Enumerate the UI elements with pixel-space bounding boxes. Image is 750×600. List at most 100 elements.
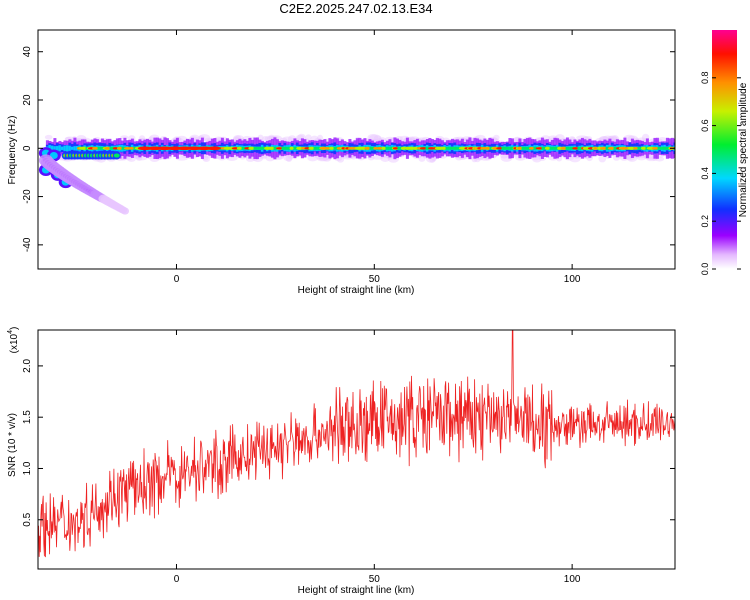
heatmap-hotspot: [308, 146, 315, 150]
x-tick-label: 50: [369, 274, 381, 285]
heatmap-halo-blob: [626, 155, 638, 162]
heatmap-hotspot: [289, 146, 294, 150]
heatmap-hotspot: [607, 146, 616, 150]
heatmap-halo-blob: [627, 135, 638, 142]
heatmap-peak: [112, 147, 119, 150]
heatmap-hotspot: [381, 146, 386, 150]
heatmap-peak: [147, 146, 162, 151]
heatmap-hotspot: [413, 146, 418, 150]
heatmap-core: [65, 145, 69, 152]
heatmap-halo-blob: [369, 134, 382, 143]
heatmap-hotspot: [640, 146, 647, 150]
heatmap-hotspot: [560, 146, 567, 150]
heatmap-hotspot: [593, 146, 598, 150]
heatmap-x-label: Height of straight line (km): [298, 285, 415, 296]
colorbar: 0.0 0.2 0.4 0.6 0.8 Normalized spectral ampl…: [700, 30, 749, 275]
colorbar-ticks: 0.0 0.2 0.4 0.6 0.8: [700, 72, 741, 276]
heatmap-ridge: [565, 146, 570, 150]
heatmap-halo-blob: [202, 155, 211, 162]
snr-y-label: SNR (10 * v/v): [7, 413, 18, 477]
heatmap-halo-blob: [318, 156, 328, 161]
heatmap-ridge: [313, 146, 318, 150]
heatmap-hotspot: [296, 146, 303, 150]
x-tick-label: 100: [564, 574, 581, 585]
heatmap-hotspot: [517, 146, 522, 150]
snr-x-label: Height of straight line (km): [298, 585, 415, 596]
x-tick-label: 0: [174, 574, 180, 585]
colorbar-gradient: [712, 30, 737, 269]
heatmap-ridge: [549, 146, 554, 150]
heatmap-peak: [419, 147, 428, 150]
heatmap-x-ticks: 0 50 100: [174, 30, 581, 285]
heatmap-halo-blob: [493, 134, 500, 141]
heatmap-halo-blob: [372, 155, 384, 160]
heatmap-halo-blob: [44, 134, 53, 140]
heatmap-core: [55, 146, 59, 151]
y-tick-label: -20: [22, 189, 33, 204]
heatmap-ridge: [281, 146, 286, 150]
snr-x-ticks: 0 50 100: [174, 330, 581, 585]
heatmap-ridge: [389, 146, 394, 150]
heatmap-frame: [37, 29, 676, 270]
heatmap-halo-blob: [598, 136, 609, 142]
heatmap-halo-blob: [576, 135, 589, 141]
heatmap-core: [68, 145, 72, 151]
heatmap-hotspot: [364, 146, 371, 150]
heatmap-ridge: [261, 146, 266, 150]
heatmap-core: [60, 146, 64, 150]
heatmap-peak: [197, 146, 212, 151]
colorbar-tick-label: 0.2: [700, 215, 710, 228]
heatmap-ridge: [533, 146, 538, 150]
heatmap-halo-blob: [380, 155, 391, 162]
heatmap-ridge: [521, 146, 526, 150]
x-tick-label: 0: [174, 274, 180, 285]
heatmap-halo-blob: [125, 155, 133, 161]
heatmap-hotspot: [400, 146, 407, 150]
heatmap-layer: [38, 133, 675, 215]
y-tick-label: -40: [22, 237, 33, 252]
heatmap-hotspot: [528, 146, 535, 150]
heatmap-hotspot: [128, 146, 135, 150]
heatmap-hotspot: [324, 146, 331, 150]
heatmap-hotspot: [236, 146, 243, 150]
heatmap-peak: [157, 146, 172, 151]
heatmap-peak: [496, 147, 503, 150]
heatmap-ridge: [253, 146, 258, 150]
heatmap-ridge: [661, 146, 666, 150]
heatmap-halo-blob: [569, 154, 581, 163]
heatmap-ridge: [637, 146, 642, 150]
heatmap-ridge: [121, 146, 126, 150]
y-tick-label: 0: [22, 145, 33, 151]
heatmap-hotspot: [376, 146, 384, 150]
scale-prefix: (x10: [9, 333, 20, 353]
x-tick-label: 100: [564, 274, 581, 285]
heatmap-hotspot: [651, 146, 660, 150]
heatmap-ridge: [509, 146, 514, 150]
heatmap-hotspot: [544, 146, 551, 150]
heatmap-core: [63, 145, 67, 151]
heatmap-peak: [275, 147, 284, 150]
heatmap-hotspot: [329, 146, 334, 150]
heatmap-ridge: [445, 146, 450, 150]
heatmap-ridge: [505, 146, 510, 150]
heatmap-ridge: [109, 146, 114, 150]
snr-y-ticks: 2.0 1.5 1.0 0.5: [22, 359, 675, 527]
heatmap-hotspot: [92, 146, 100, 150]
heatmap-hotspot: [117, 146, 122, 150]
heatmap-ridge: [273, 146, 278, 150]
colorbar-tick-label: 0.0: [700, 263, 710, 276]
heatmap-halo-blob: [480, 156, 490, 161]
heatmap-halo-blob: [305, 134, 312, 141]
heatmap-ridge: [553, 146, 558, 150]
y-tick-label: 0.5: [22, 512, 33, 526]
heatmap-ridge: [577, 146, 582, 150]
y-tick-label: 20: [22, 94, 33, 106]
heatmap-ridge: [665, 146, 670, 150]
snr-panel: 0 50 100 2.0 1.5 1.0 0.5 Height of straight l…: [7, 327, 676, 596]
heatmap-peak: [341, 147, 346, 150]
heatmap-halo-blob: [282, 136, 294, 142]
y-tick-label: 1.5: [22, 410, 33, 424]
heatmap-y-label: Frequency (Hz): [7, 116, 18, 185]
heatmap-core: [53, 146, 57, 151]
colorbar-tick-label: 0.8: [700, 72, 710, 85]
